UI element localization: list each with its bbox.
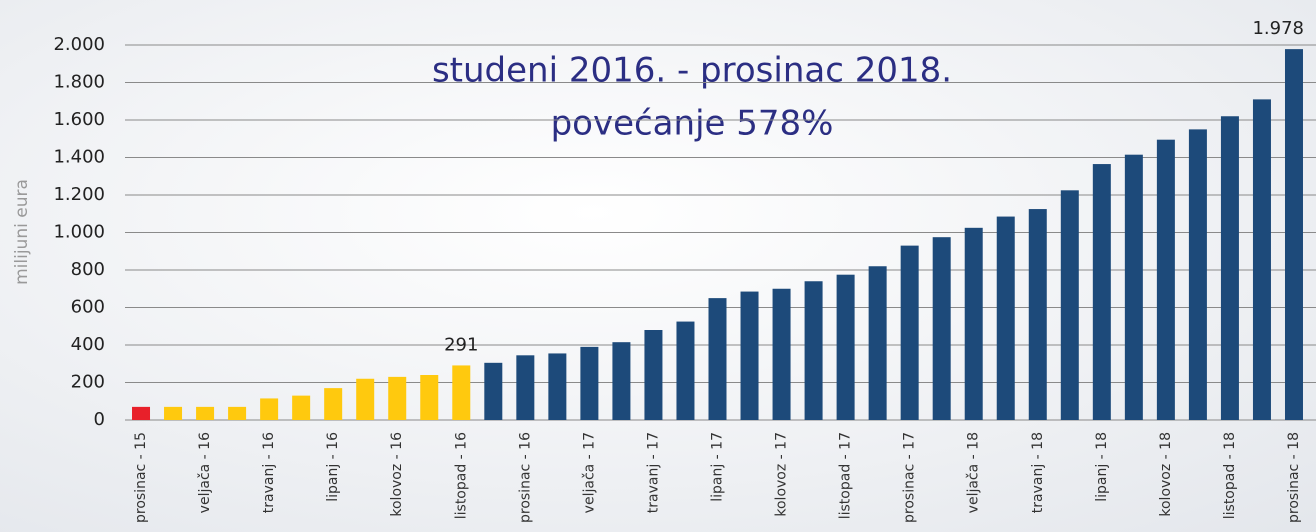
- y-tick-label: 1.800: [53, 72, 105, 93]
- bar: [676, 321, 695, 420]
- bar: [260, 398, 279, 420]
- bar: [132, 406, 151, 420]
- x-tick-label: travanj - 17: [645, 432, 661, 513]
- bar: [836, 274, 855, 420]
- x-tick-label: prosinac - 17: [902, 432, 918, 523]
- y-axis-label: milijuni eura: [12, 179, 32, 285]
- y-tick-label: 1.400: [53, 147, 105, 168]
- y-tick-label: 600: [71, 297, 105, 318]
- bar: [1188, 129, 1207, 420]
- annotation: studeni 2016. - prosinac 2018.: [432, 51, 952, 91]
- bar: [900, 245, 919, 420]
- bar: [1156, 139, 1175, 420]
- y-tick-label: 1.600: [53, 109, 105, 130]
- y-tick-label: 400: [71, 334, 105, 355]
- x-tick-label: lipanj - 18: [1094, 432, 1110, 502]
- bar: [804, 281, 823, 420]
- bar: [548, 353, 567, 420]
- value-label: 1.978: [1252, 18, 1304, 39]
- x-tick-label: travanj - 16: [261, 432, 277, 513]
- bar: [1060, 190, 1079, 420]
- y-tick-label: 1.000: [53, 222, 105, 243]
- x-tick-label: lipanj - 17: [710, 432, 726, 502]
- bar: [1284, 49, 1303, 420]
- bar: [484, 362, 503, 420]
- x-tick-label: veljača - 18: [966, 432, 982, 513]
- x-tick-label: travanj - 18: [1030, 432, 1046, 513]
- bar: [164, 406, 183, 420]
- bar: [452, 365, 471, 420]
- x-tick-label: kolovoz - 18: [1158, 432, 1174, 517]
- bar: [292, 395, 311, 420]
- bar: [516, 355, 535, 420]
- x-tick-label: prosinac - 15: [133, 432, 149, 523]
- x-tick-label: veljača - 17: [581, 432, 597, 513]
- bar: [356, 378, 375, 420]
- bar: [1220, 116, 1239, 420]
- x-tick-label: listopad - 18: [1222, 432, 1238, 519]
- x-tick-label: prosinac - 18: [1286, 432, 1302, 523]
- bar: [1124, 154, 1143, 420]
- bar: [228, 406, 247, 420]
- x-tick-label: lipanj - 16: [325, 432, 341, 502]
- bar: [772, 288, 791, 420]
- annotation: povećanje 578%: [551, 104, 834, 144]
- bar: [612, 342, 631, 420]
- x-tick-label: listopad - 16: [453, 432, 469, 519]
- bar: [996, 216, 1015, 420]
- bar: [868, 266, 887, 420]
- bar: [1028, 209, 1047, 420]
- bar: [388, 376, 407, 420]
- bar: [1252, 99, 1271, 420]
- bar: [580, 346, 599, 420]
- x-tick-label: listopad - 17: [838, 432, 854, 519]
- value-label: 291: [444, 334, 478, 355]
- y-tick-label: 2.000: [53, 34, 105, 55]
- bar: [1092, 164, 1111, 420]
- bar: [964, 227, 983, 420]
- x-tick-label: prosinac - 16: [517, 432, 533, 523]
- bar: [644, 330, 663, 420]
- y-tick-label: 800: [71, 259, 105, 280]
- bar: [196, 406, 215, 420]
- bar: [932, 237, 951, 420]
- bar: [708, 298, 727, 420]
- y-tick-label: 0: [94, 409, 105, 430]
- x-tick-label: kolovoz - 16: [389, 432, 405, 517]
- y-tick-label: 1.200: [53, 184, 105, 205]
- x-tick-label: kolovoz - 17: [774, 432, 790, 517]
- bar: [740, 291, 759, 420]
- x-tick-label: veljača - 16: [197, 432, 213, 513]
- bar: [324, 388, 343, 420]
- bar: [420, 375, 439, 420]
- y-tick-label: 200: [71, 372, 105, 393]
